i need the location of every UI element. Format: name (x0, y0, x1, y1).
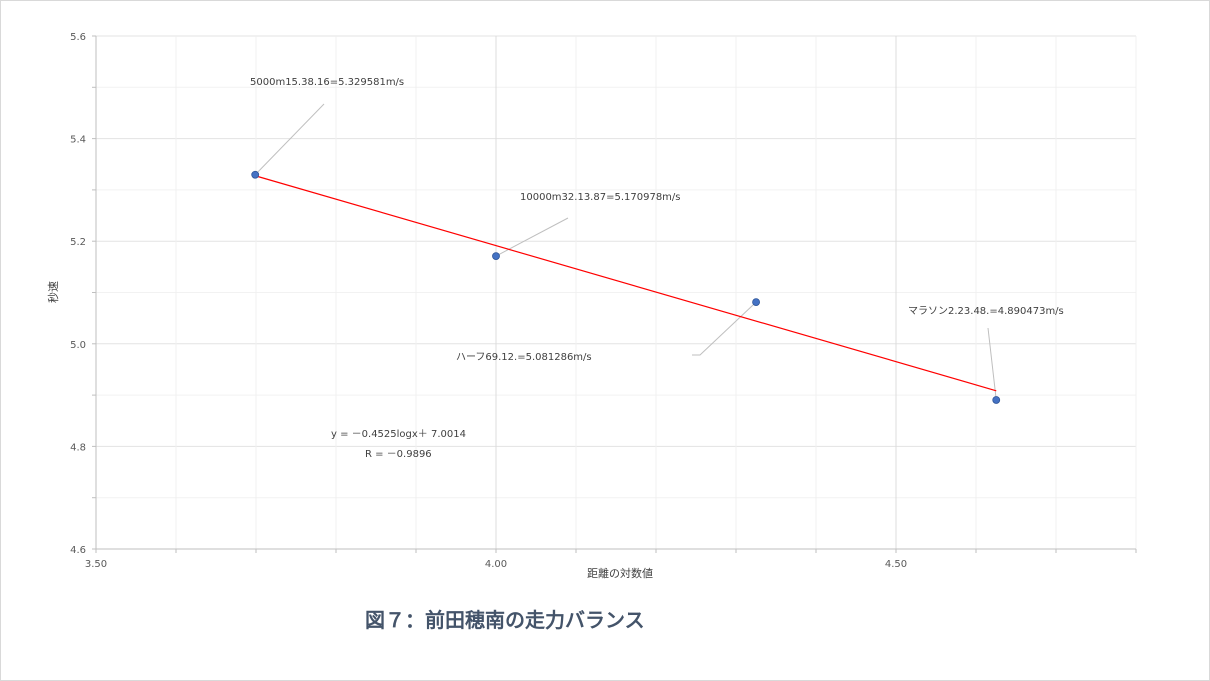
point-labels: 5000m15.38.16=5.329581m/s 10000m32.13.87=… (250, 77, 1064, 363)
x-tick-label: 3.50 (85, 559, 107, 570)
data-point (492, 252, 500, 260)
data-point (752, 298, 760, 307)
annotation-leaders (254, 103, 997, 401)
correlation-coefficient: R = －0.9896 (365, 449, 432, 460)
axes (92, 35, 1137, 553)
figure-caption: 図７：前田穂南の走力バランス (365, 608, 645, 632)
data-point (251, 170, 260, 179)
trendline-equation: y = －0.4525logx＋ 7.0014 (331, 429, 466, 440)
y-tick-label: 5.0 (70, 340, 86, 351)
data-point-label: マラソン2.23.48.=4.890473m/s (908, 305, 1064, 317)
leader-line (254, 103, 325, 176)
x-tick-label: 4.50 (885, 559, 907, 570)
y-tick-label: 4.6 (70, 545, 86, 556)
leader-line (692, 301, 757, 356)
y-axis-title: 秒速 (46, 281, 60, 303)
y-tick-label: 5.2 (70, 237, 86, 248)
data-point (992, 396, 1001, 404)
y-tick-label: 5.6 (70, 32, 86, 43)
data-point-label: ハーフ69.12.=5.081286m/s (456, 352, 592, 363)
trendline-layer (255, 175, 997, 392)
y-tick-label: 5.4 (70, 135, 86, 146)
leader-line (987, 327, 997, 401)
x-tick-label: 4.00 (485, 559, 507, 570)
data-point-label: 5000m15.38.16=5.329581m/s (250, 77, 404, 88)
tick-labels: 4.6 4.8 5.0 5.2 5.4 5.6 3.50 4.00 4.50 (70, 32, 907, 570)
gridlines (96, 35, 1137, 549)
data-point-label: 10000m32.13.87=5.170978m/s (520, 192, 681, 203)
y-tick-label: 4.8 (70, 442, 86, 453)
trendline (255, 175, 997, 392)
data-points (251, 170, 1001, 404)
x-axis-title: 距離の対数値 (587, 566, 653, 580)
leader-line (495, 217, 569, 257)
